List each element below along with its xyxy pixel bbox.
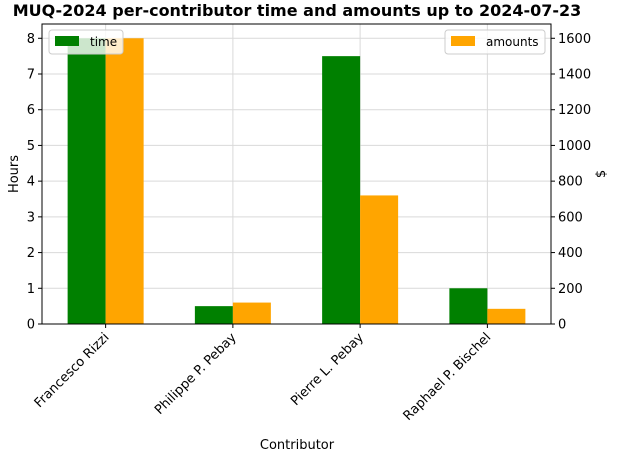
y-tick-label-right: 1000: [558, 139, 591, 154]
bar-time: [322, 56, 361, 325]
y-tick-label-left: 5: [27, 139, 35, 154]
x-tick-label: Raphael P. Bischel: [401, 330, 495, 424]
y-axis-left: 0 1 2 3 4 5 6 7 8: [27, 32, 42, 333]
bars: [67, 38, 526, 325]
legend-right: amounts: [444, 29, 546, 55]
y-tick-label-right: 800: [558, 175, 583, 190]
y-tick-label-right: 0: [558, 318, 566, 333]
y-tick-label-right: 200: [558, 282, 583, 297]
bar-amounts: [105, 38, 144, 325]
bar-amounts: [232, 302, 271, 324]
bar-time: [449, 288, 488, 324]
bar-amounts: [487, 308, 526, 324]
y-axis-right-label: $: [594, 170, 609, 178]
legend-label-amounts: amounts: [486, 35, 539, 49]
x-tick-label: Francesco Rizzi: [32, 330, 113, 411]
y-tick-label-left: 6: [27, 103, 35, 118]
y-tick-label-left: 4: [27, 175, 35, 190]
y-axis-right: 0 200 400 600 800 1000 1200 1400 1600: [551, 32, 591, 333]
y-tick-label-left: 1: [27, 282, 35, 297]
y-tick-label-left: 3: [27, 210, 35, 225]
y-tick-label-right: 1600: [558, 32, 591, 47]
legend-label-time: time: [90, 35, 117, 49]
bar-time: [194, 306, 233, 324]
y-tick-label-left: 2: [27, 246, 35, 261]
y-tick-label-right: 1400: [558, 68, 591, 83]
legend-swatch-amounts: [451, 36, 475, 46]
x-tick-label: Philippe P. Pebay: [152, 330, 240, 418]
x-tick-label: Pierre L. Pebay: [288, 330, 367, 409]
legend-swatch-time: [55, 36, 79, 46]
y-tick-label-left: 8: [27, 32, 35, 47]
y-tick-label-left: 7: [27, 68, 35, 83]
y-tick-label-right: 400: [558, 246, 583, 261]
y-tick-label-left: 0: [27, 318, 35, 333]
bar-time: [67, 38, 106, 325]
bar-amounts: [360, 195, 399, 324]
legend-left: time: [48, 29, 124, 55]
x-axis: Francesco Rizzi Philippe P. Pebay Pierre L…: [32, 324, 494, 424]
y-axis-left-label: Hours: [7, 155, 22, 193]
x-axis-label: Contributor: [260, 438, 335, 453]
plot-frame: [41, 23, 552, 325]
y-tick-label-right: 1200: [558, 103, 591, 118]
y-tick-label-right: 600: [558, 210, 583, 225]
chart-title: MUQ-2024 per-contributor time and amount…: [13, 1, 582, 20]
